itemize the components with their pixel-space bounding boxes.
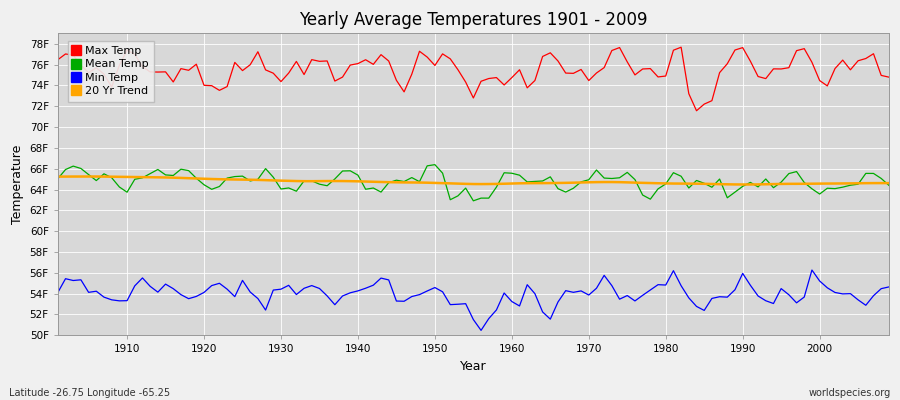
Mean Temp	[514, 173, 525, 178]
Mean Temp	[52, 176, 63, 181]
Max Temp	[884, 75, 895, 80]
Max Temp	[691, 108, 702, 113]
Min Temp	[284, 283, 294, 288]
20 Yr Trend	[291, 179, 302, 184]
Text: worldspecies.org: worldspecies.org	[809, 388, 891, 398]
20 Yr Trend	[607, 180, 617, 184]
Y-axis label: Temperature: Temperature	[11, 145, 24, 224]
20 Yr Trend	[83, 174, 94, 179]
20 Yr Trend	[884, 181, 895, 186]
Min Temp	[507, 299, 517, 304]
Title: Yearly Average Temperatures 1901 - 2009: Yearly Average Temperatures 1901 - 2009	[299, 11, 648, 29]
Max Temp	[52, 57, 63, 62]
Line: 20 Yr Trend: 20 Yr Trend	[58, 176, 889, 184]
20 Yr Trend	[52, 174, 63, 179]
Max Temp	[676, 45, 687, 50]
Min Temp	[514, 304, 525, 308]
20 Yr Trend	[338, 179, 348, 184]
Mean Temp	[614, 175, 625, 180]
Min Temp	[114, 298, 125, 303]
Mean Temp	[522, 180, 533, 184]
Mean Temp	[884, 183, 895, 188]
Legend: Max Temp, Mean Temp, Min Temp, 20 Yr Trend: Max Temp, Mean Temp, Min Temp, 20 Yr Tre…	[68, 40, 155, 102]
20 Yr Trend	[514, 181, 525, 186]
Max Temp	[284, 71, 294, 76]
Line: Mean Temp: Mean Temp	[58, 165, 889, 201]
Min Temp	[806, 268, 817, 272]
Line: Max Temp: Max Temp	[58, 47, 889, 111]
Mean Temp	[114, 184, 125, 189]
20 Yr Trend	[507, 181, 517, 186]
Max Temp	[598, 65, 609, 70]
Max Temp	[507, 75, 517, 80]
20 Yr Trend	[737, 182, 748, 187]
Mean Temp	[468, 198, 479, 203]
Mean Temp	[429, 162, 440, 167]
Mean Temp	[284, 186, 294, 190]
20 Yr Trend	[122, 174, 132, 179]
Min Temp	[475, 328, 486, 333]
Min Temp	[607, 283, 617, 288]
Line: Min Temp: Min Temp	[58, 270, 889, 330]
Mean Temp	[329, 176, 340, 181]
Min Temp	[329, 302, 340, 307]
Max Temp	[329, 79, 340, 84]
Min Temp	[884, 284, 895, 289]
Text: Latitude -26.75 Longitude -65.25: Latitude -26.75 Longitude -65.25	[9, 388, 170, 398]
Max Temp	[499, 82, 509, 87]
X-axis label: Year: Year	[460, 360, 487, 373]
Max Temp	[114, 63, 125, 68]
Min Temp	[52, 290, 63, 295]
